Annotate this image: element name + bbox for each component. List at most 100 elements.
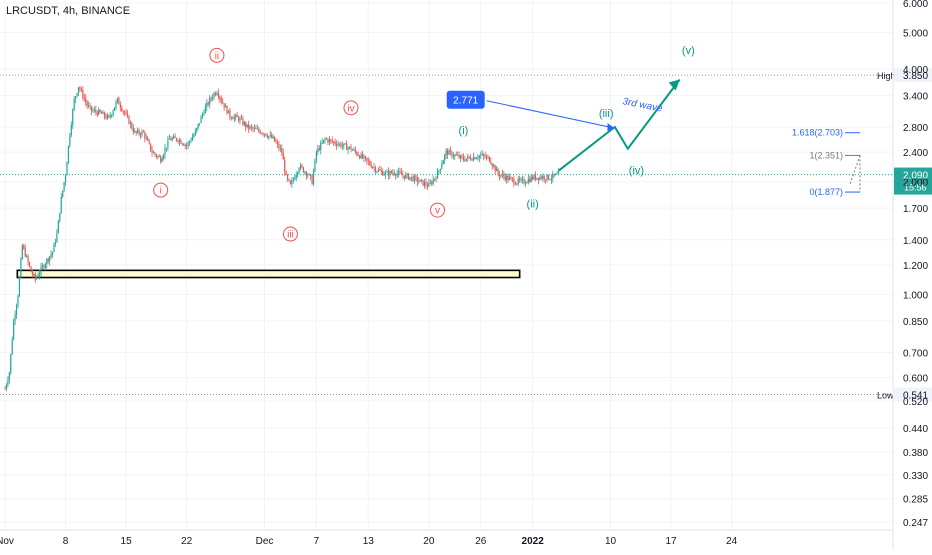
candle-body: [462, 156, 465, 160]
price-tick-label: 4.000: [903, 65, 928, 76]
price-axis[interactable]: 6.000 5.000 4.000 3.400 2.800 2.400 2.000 1.700…: [892, 0, 928, 550]
candle-body: [490, 161, 492, 165]
candle-body: [108, 115, 110, 117]
candle-body: [423, 182, 426, 186]
candle-body: [385, 172, 387, 175]
candle-body: [170, 138, 172, 141]
candle-body: [144, 132, 146, 139]
wave-label-iii: iii: [287, 230, 294, 241]
wave-label-i: i: [160, 186, 162, 197]
candle-body: [124, 111, 126, 114]
candle-body: [119, 104, 121, 108]
candle-body: [99, 109, 101, 113]
candle-body: [268, 135, 270, 138]
wave-circle-iv: [343, 100, 359, 116]
candle-body: [346, 143, 348, 150]
candle-body: [372, 167, 374, 168]
projection-line: [557, 78, 681, 172]
candle-body: [152, 152, 155, 154]
candle-body: [174, 136, 176, 139]
candle-body: [449, 150, 452, 152]
price-tick-label: 0.850: [903, 317, 928, 328]
candle-body: [410, 176, 413, 178]
high-label: High: [877, 71, 896, 81]
candle-body: [555, 173, 557, 176]
candle-body: [121, 107, 123, 111]
candle-body: [197, 123, 199, 128]
wave-circle-i: [153, 182, 169, 198]
candle-body: [7, 380, 9, 385]
candle-body: [508, 177, 511, 180]
candle-body: [90, 105, 93, 111]
candle-body: [126, 113, 129, 117]
candle-body: [232, 118, 234, 120]
candle-body: [5, 384, 8, 389]
price-tick-label: 0.380: [903, 448, 928, 459]
candle-body: [93, 109, 95, 111]
candle-body: [382, 171, 384, 176]
candle-body: [37, 275, 39, 277]
candle-body: [441, 164, 443, 169]
candle-body: [213, 93, 215, 98]
candle-body: [245, 122, 247, 128]
candle-body: [514, 183, 516, 185]
grid-lines: [0, 0, 893, 530]
candle-body: [235, 115, 237, 117]
candle-body: [310, 174, 312, 177]
candle-body: [34, 274, 36, 280]
candle-body: [364, 156, 367, 158]
candle-body: [219, 96, 221, 99]
candle-body: [67, 145, 70, 163]
candle-body: [542, 176, 544, 179]
candle-body: [366, 157, 368, 161]
candle-body: [233, 116, 235, 120]
candle-body: [165, 147, 168, 149]
candle-body: [446, 150, 449, 155]
candle-body: [60, 197, 62, 213]
candle-body: [252, 127, 254, 129]
time-tick-label: 10: [605, 536, 617, 547]
candle-body: [315, 152, 317, 160]
measure-arrowhead: [607, 123, 615, 132]
candle-body: [305, 171, 307, 176]
candle-body: [439, 168, 441, 171]
last-price-value: 2.090: [903, 171, 928, 182]
high-value-box: [894, 68, 932, 83]
candle-body: [314, 159, 316, 172]
candle-body: [376, 171, 378, 173]
candle-body: [31, 272, 33, 275]
candle-body: [109, 115, 111, 117]
candle-body: [523, 179, 525, 184]
candle-body: [348, 146, 351, 148]
candle-body: [142, 131, 144, 133]
candle-body: [201, 114, 204, 117]
candle-body: [162, 154, 165, 159]
candle-body: [422, 179, 424, 186]
candle-body: [135, 131, 137, 133]
candle-body: [337, 144, 339, 146]
support-zone-box: [16, 269, 521, 279]
candle-body: [478, 155, 480, 158]
candle-body: [458, 155, 460, 158]
candle-body: [498, 173, 501, 177]
candle-body: [343, 143, 345, 146]
candle-body: [62, 190, 64, 198]
candle-body: [474, 157, 476, 160]
candle-body: [552, 173, 554, 179]
candle-body: [361, 154, 364, 158]
time-tick-label: 13: [363, 536, 375, 547]
candle-body: [223, 103, 225, 108]
candle-body: [323, 139, 325, 143]
candle-body: [330, 139, 332, 141]
candle-body: [80, 89, 83, 91]
candle-body: [122, 110, 124, 112]
candle-body: [86, 102, 88, 106]
time-axis[interactable]: Nov 8 15 22 Dec 7 13 20 26 2022 10 17 24: [0, 529, 893, 547]
candle-body: [377, 169, 379, 172]
candle-body: [229, 110, 231, 118]
candle-body: [44, 264, 46, 268]
candle-body: [497, 168, 499, 174]
candle-body: [217, 93, 219, 97]
